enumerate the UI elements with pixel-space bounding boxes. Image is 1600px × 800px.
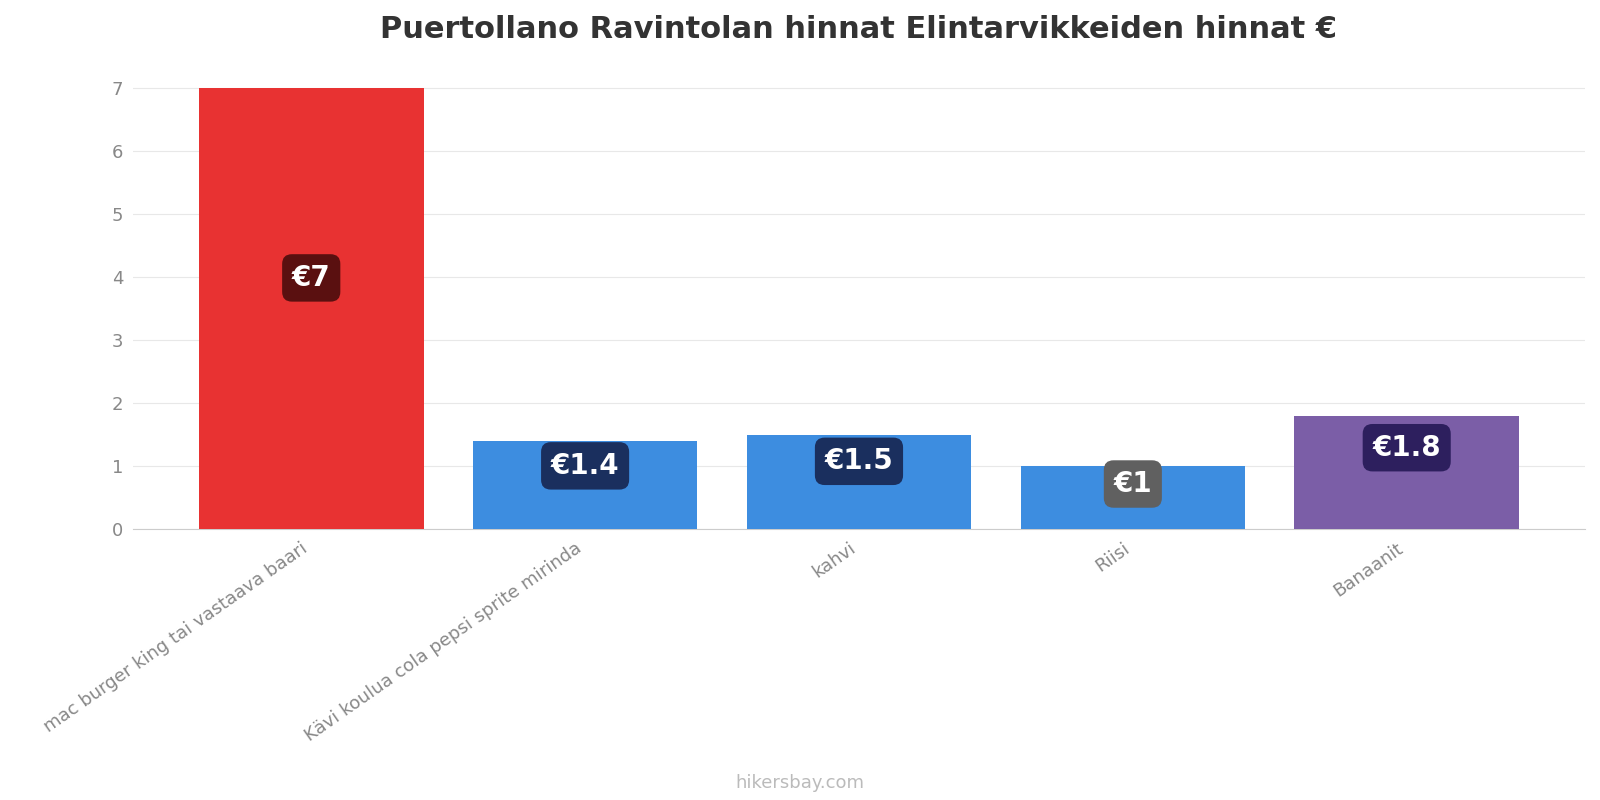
Bar (474, 441, 698, 530)
Bar (1021, 466, 1245, 530)
Text: hikersbay.com: hikersbay.com (736, 774, 864, 792)
Text: €1.8: €1.8 (1373, 434, 1442, 462)
Bar (1294, 416, 1518, 530)
Text: €1.4: €1.4 (550, 452, 619, 480)
Title: Puertollano Ravintolan hinnat Elintarvikkeiden hinnat €: Puertollano Ravintolan hinnat Elintarvik… (381, 15, 1338, 44)
Bar (747, 435, 971, 530)
Bar (198, 88, 424, 530)
Text: €1: €1 (1114, 470, 1152, 498)
Text: €1.5: €1.5 (824, 447, 893, 475)
Text: €7: €7 (291, 264, 331, 292)
